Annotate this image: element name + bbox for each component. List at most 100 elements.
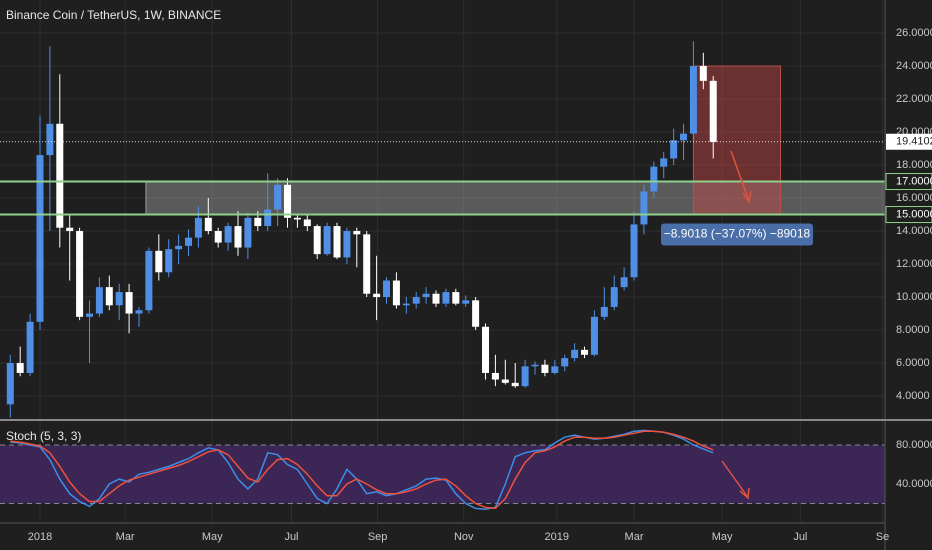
y-tick-label: 18.0000 (896, 159, 932, 171)
candle-body (56, 123, 64, 228)
y-tick-label: 12.0000 (896, 258, 932, 270)
indicator-title: Stoch (5, 3, 3) (6, 429, 81, 443)
candle-body (630, 224, 638, 278)
candle-body (699, 66, 707, 81)
candle-body (16, 363, 24, 373)
candle-body (303, 219, 311, 227)
candle-body (95, 287, 103, 314)
current-price-box (886, 133, 932, 150)
arrow (730, 150, 750, 202)
y-tick-label: 16.0000 (896, 192, 932, 204)
x-tick-label: May (712, 531, 733, 543)
candle-body (66, 227, 74, 232)
y-tick-label: 80.0000 (896, 439, 932, 451)
measure-label: −8.9018 (−37.07%) −89018 (664, 227, 811, 241)
candle-body (185, 237, 193, 246)
candle-body (264, 209, 272, 227)
candle-body (313, 226, 321, 255)
candle-body (462, 300, 470, 304)
candle-body (204, 217, 212, 232)
candle-body (501, 379, 509, 383)
candle-body (680, 133, 688, 141)
candle-body (402, 303, 410, 306)
candle-body (293, 217, 301, 220)
candle-body (452, 292, 460, 304)
x-tick-label: Se (876, 531, 889, 543)
candle-body (650, 166, 658, 192)
candle-body (581, 349, 589, 355)
y-tick-label: 6.0000 (896, 357, 930, 369)
arrow-head (739, 487, 750, 500)
y-tick-label: 22.0000 (896, 93, 932, 105)
candle-body (105, 287, 113, 306)
current-price-label: 19.4102 (896, 136, 932, 148)
candle-body (561, 358, 569, 367)
candle-body (541, 364, 549, 373)
y-tick-label: 24.0000 (896, 60, 932, 72)
candle-body (610, 287, 618, 307)
candle-body (353, 231, 361, 235)
candle-body (689, 66, 697, 134)
plot (0, 0, 886, 522)
x-tick-label: Mar (625, 531, 644, 543)
candle-body (224, 226, 232, 243)
x-tick-label: May (202, 531, 223, 543)
x-tick-label: Sep (368, 531, 388, 543)
measure-box (692, 65, 782, 216)
measure-label-box (660, 223, 813, 246)
candle-body (482, 326, 490, 373)
candle-body (511, 382, 519, 387)
x-tick-label: 2019 (545, 531, 569, 543)
candle-body (175, 245, 183, 250)
candle-body (383, 280, 391, 298)
candle-body (422, 293, 430, 298)
candle-body (333, 226, 341, 258)
level-label: 15.0000 (896, 208, 932, 220)
candle-body (26, 321, 34, 373)
stoch-band (0, 444, 885, 504)
candle-body (155, 250, 163, 273)
candle-body (521, 366, 529, 387)
candle-body (531, 364, 539, 367)
candle-body (244, 217, 252, 248)
candle-body (373, 293, 381, 298)
y-tick-label: 4.0000 (896, 390, 930, 402)
candle-body (709, 80, 717, 142)
candle-body (363, 234, 371, 294)
candle-body (600, 306, 608, 317)
x-tick-label: Jul (793, 531, 807, 543)
x-tick-label: Nov (454, 531, 474, 543)
y-tick-label: 40.0000 (896, 478, 932, 490)
candle-body (590, 316, 598, 355)
candle-body (234, 226, 242, 248)
chart-title: Binance Coin / TetherUS, 1W, BINANCE (6, 8, 221, 22)
candle-body (135, 310, 143, 314)
candle-body (491, 372, 499, 380)
candle-body (254, 217, 262, 227)
y-tick-label: 8.0000 (896, 324, 930, 336)
candle-body (76, 231, 84, 317)
stoch-line (10, 430, 714, 510)
candle-body (6, 363, 14, 405)
candle-body (214, 231, 222, 243)
arrow (721, 460, 748, 497)
level-label-box (885, 173, 932, 191)
candle-body (620, 277, 628, 288)
arrow-head (742, 190, 752, 204)
candle-body (165, 249, 173, 273)
x-tick-label: 2018 (28, 531, 52, 543)
level-label-box (885, 206, 932, 224)
candle-body (145, 250, 153, 311)
candle-body (125, 292, 133, 314)
candle-body (194, 217, 202, 238)
candle-body (85, 313, 93, 317)
candle-body (442, 292, 450, 304)
candle-body (432, 293, 440, 304)
candle-body (343, 231, 351, 258)
candle-body (46, 123, 54, 156)
candle-body (412, 297, 420, 304)
candle-body (571, 349, 579, 359)
candle-body (36, 155, 44, 322)
candle-body (660, 158, 668, 167)
